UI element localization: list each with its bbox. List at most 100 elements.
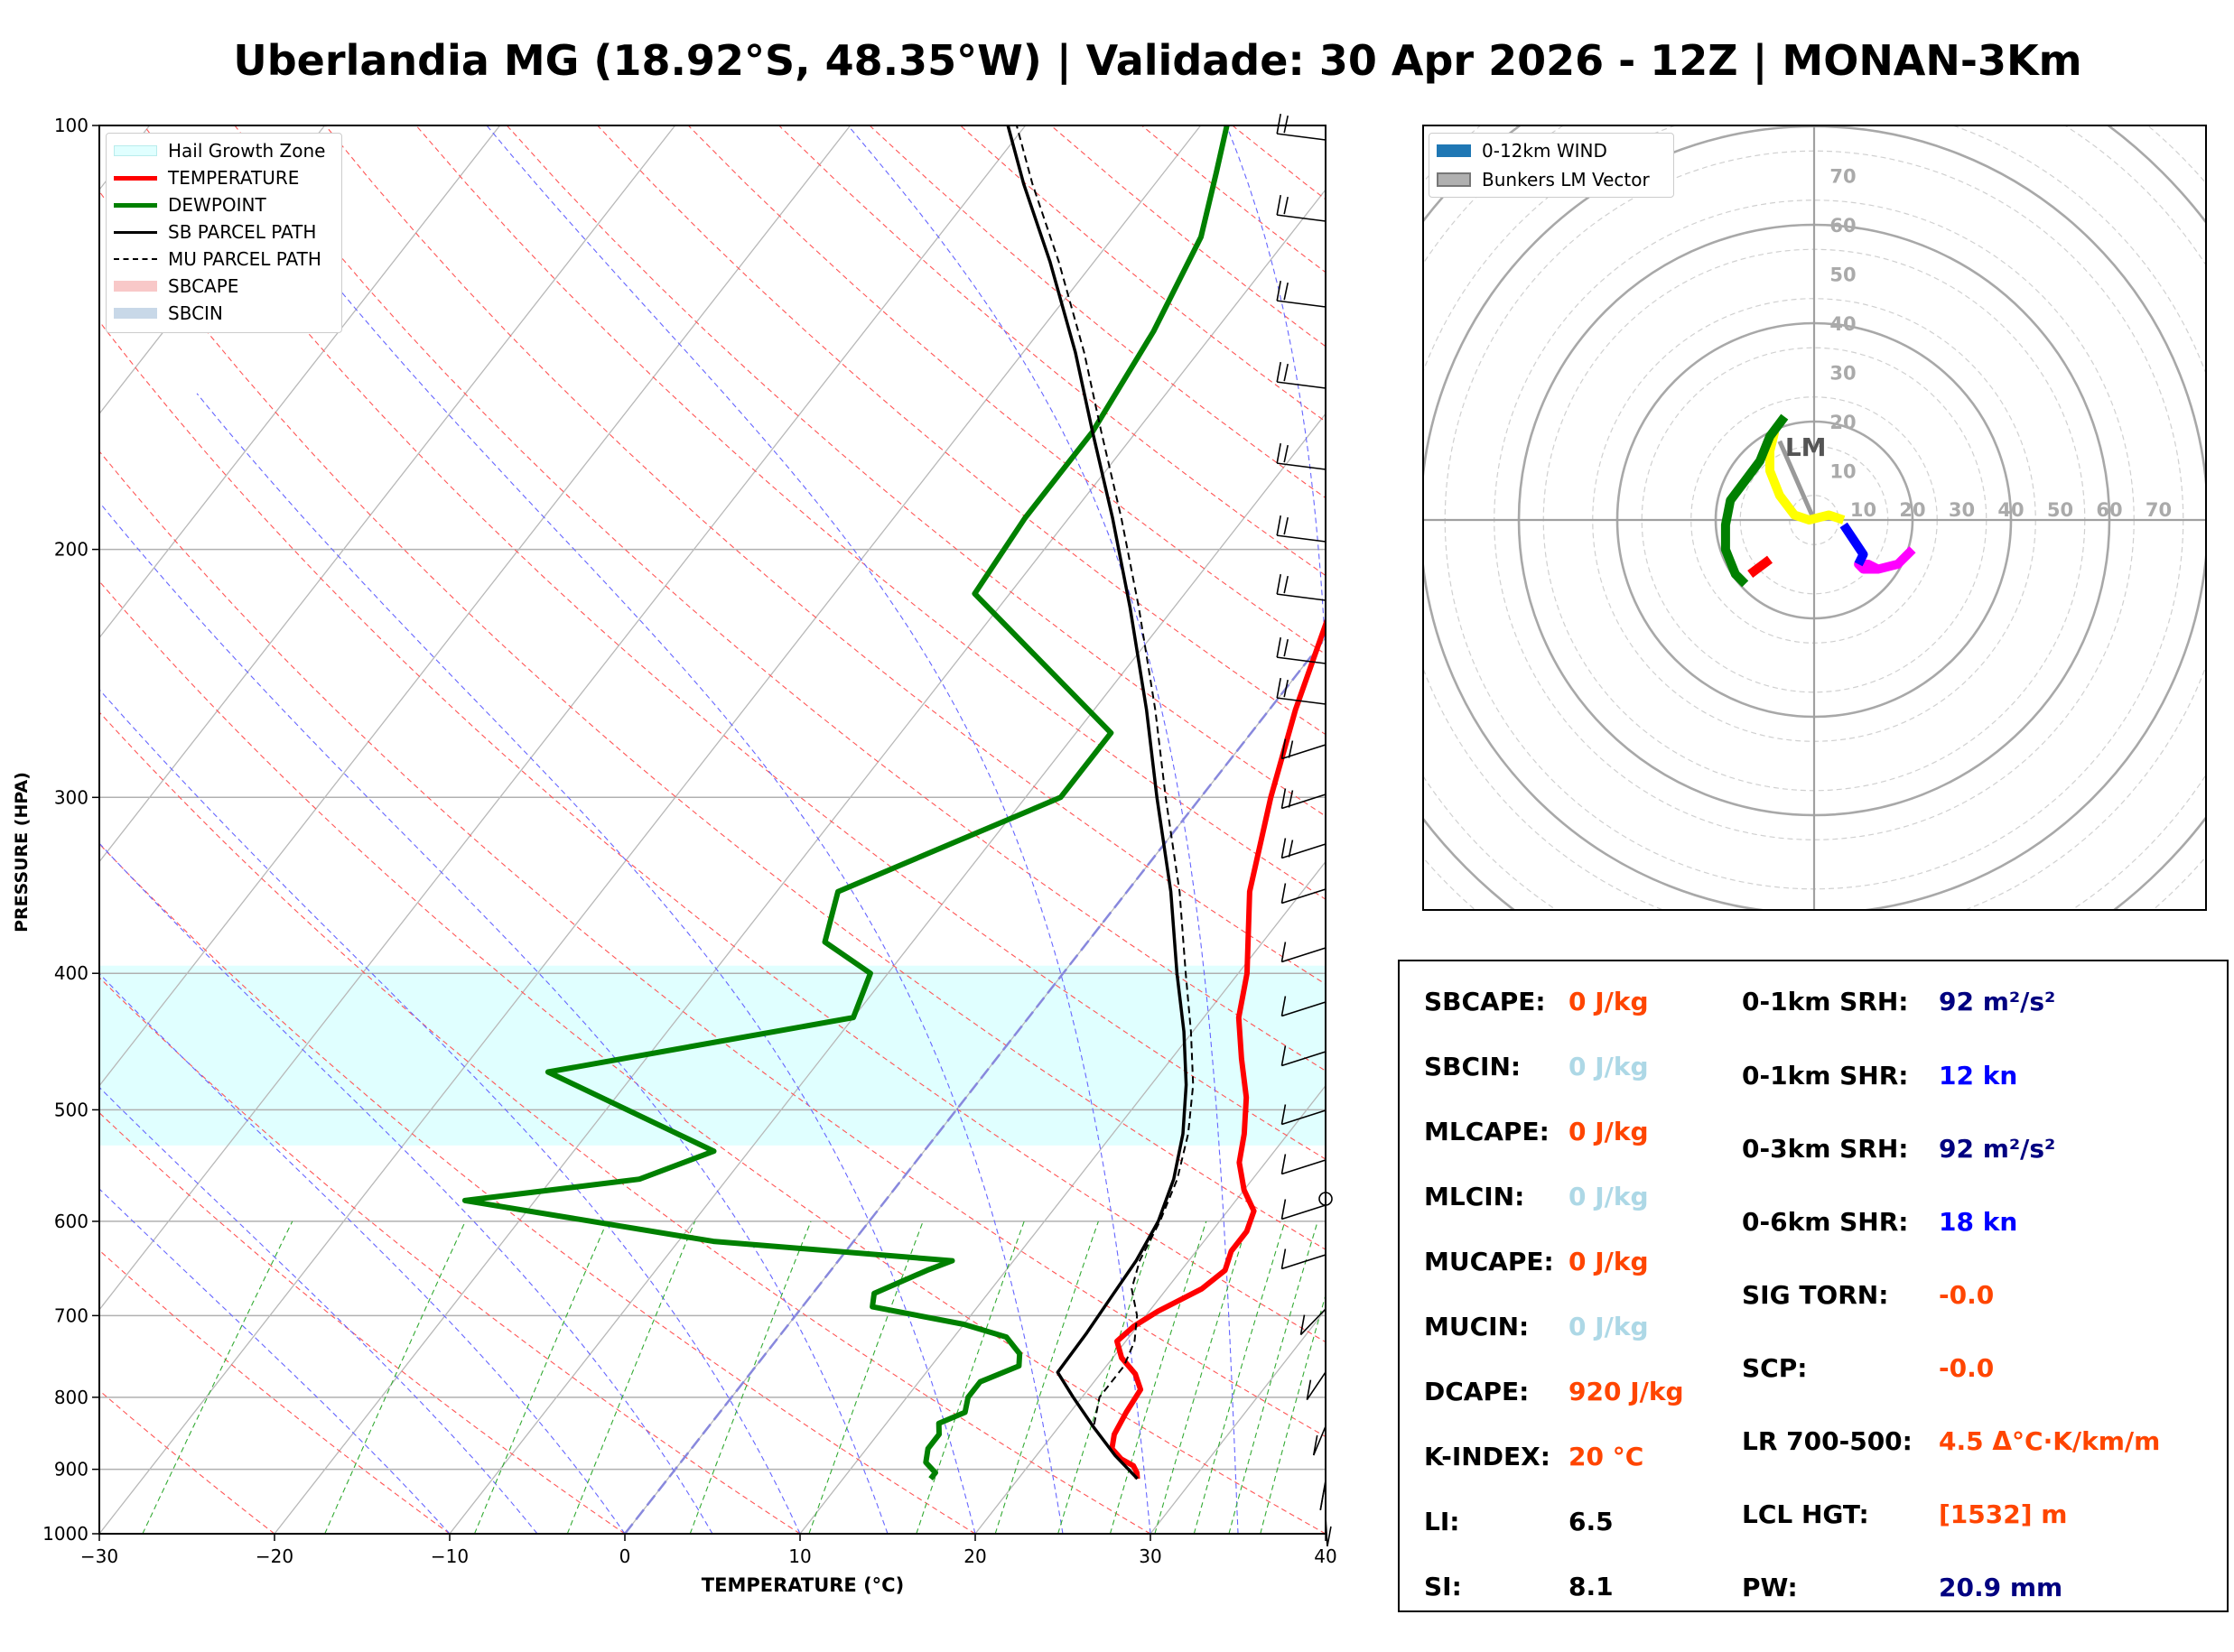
wind-barb	[1280, 996, 1326, 1017]
legend-item-sbcin: SBCIN	[114, 302, 223, 325]
lr-value: 4.5 Δ°C·K/km/m	[1939, 1426, 2161, 1456]
mucape-label: MUCAPE:	[1424, 1247, 1554, 1276]
mixing-ratio-line	[689, 1220, 812, 1534]
parameters-panel: SBCAPE: 0 J/kg SBCIN: 0 J/kg MLCAPE: 0 J…	[1398, 960, 2229, 1612]
legend-item-sbcape: SBCAPE	[114, 274, 238, 298]
bunkers-lm-vector	[1777, 440, 1817, 522]
wind-barb	[1276, 280, 1326, 308]
mlcin-label: MLCIN:	[1424, 1182, 1525, 1211]
barb-staff	[1277, 462, 1326, 470]
temperature-line	[1109, 616, 1326, 1480]
y-tick-label: 300	[54, 786, 88, 808]
x-axis-label: TEMPERATURE (°C)	[702, 1574, 904, 1596]
barb-staff	[1281, 947, 1326, 963]
wind-barb	[1280, 788, 1326, 810]
dry-adiabat	[99, 320, 1326, 1343]
srh03-value: 92 m²/s²	[1939, 1134, 2056, 1164]
hail-growth-zone	[99, 965, 1326, 1146]
li-value: 6.5	[1568, 1507, 1614, 1536]
barb-flag	[1276, 280, 1281, 302]
legend-item-wind: 0-12km WIND	[1437, 139, 1607, 162]
isotherm-line	[974, 1084, 1326, 1534]
barb-flag	[1280, 1045, 1287, 1066]
srh01-value: 92 m²/s²	[1939, 987, 2056, 1016]
wind-barb	[1276, 361, 1326, 389]
barb-flag	[1306, 1379, 1312, 1400]
shr01-label: 0-1km SHR:	[1742, 1061, 1909, 1091]
hodo-ring-label: 10	[1829, 461, 1856, 483]
isotherm-line	[274, 189, 1326, 1534]
pw-label: PW:	[1742, 1573, 1798, 1602]
isotherm-line	[449, 413, 1326, 1534]
wind-barb	[1280, 838, 1326, 859]
hodograph-legend: 0-12km WIND Bunkers LM Vector	[1429, 133, 1674, 198]
y-tick-label: 700	[54, 1304, 88, 1326]
bunkers-lm-label: LM	[1785, 432, 1827, 462]
x-tick-label: −20	[256, 1545, 293, 1567]
x-tick-label: 40	[1314, 1545, 1336, 1567]
barb-flag	[1288, 740, 1294, 758]
moist-adiabat	[486, 125, 1151, 1534]
wind-barb	[1319, 1480, 1326, 1510]
x-tick-label: 20	[963, 1545, 986, 1567]
legend-item-mu-parcel: MU PARCEL PATH	[114, 247, 321, 271]
wind-barb	[1306, 1371, 1326, 1401]
x-tick-label: −10	[431, 1545, 469, 1567]
mixing-ratio-line	[1193, 1220, 1286, 1534]
mucin-label: MUCIN:	[1424, 1312, 1530, 1341]
isotherm-line	[799, 860, 1326, 1534]
barb-flag	[1280, 788, 1287, 809]
isotherm-line	[99, 125, 676, 863]
dry-adiabat	[99, 190, 1326, 1250]
barb-staff	[1325, 1516, 1328, 1547]
barb-flag	[1283, 282, 1289, 301]
dry-adiabat	[144, 125, 1326, 1160]
moist-adiabat	[99, 501, 889, 1534]
barb-staff	[1277, 656, 1326, 664]
sb-parcel-path-line	[1006, 125, 1188, 1480]
moist-adiabat	[196, 393, 976, 1534]
dry-adiabat	[99, 1389, 275, 1534]
y-axis-label: PRESSURE (HPA)	[12, 772, 32, 933]
hodo-ring-label: 40	[1997, 499, 2024, 521]
moist-adiabat	[99, 688, 801, 1534]
legend-item-sb-parcel: SB PARCEL PATH	[114, 220, 316, 244]
scp-value: -0.0	[1939, 1353, 1995, 1383]
wind-barb	[1276, 515, 1326, 543]
wind-barbs	[1276, 113, 1332, 1547]
barb-flag	[1280, 1199, 1287, 1220]
barb-staff	[1277, 381, 1326, 389]
shr01-value: 12 kn	[1939, 1061, 2018, 1091]
barb-flag	[1283, 196, 1289, 215]
dry-adiabat	[234, 125, 1326, 1072]
legend-item-hgz: Hail Growth Zone	[114, 139, 325, 162]
bunkers-swatch	[1437, 172, 1471, 187]
y-tick-label: 600	[54, 1211, 88, 1232]
moist-adiabat	[295, 237, 1064, 1534]
barb-flag	[1276, 361, 1281, 383]
chart-title: Uberlandia MG (18.92°S, 48.35°W) | Valid…	[233, 36, 2082, 85]
hodo-ring-label: 50	[2047, 499, 2073, 521]
mu-parcel-line-swatch	[114, 258, 157, 260]
wind-barb	[1276, 573, 1326, 601]
sigtorn-value: -0.0	[1939, 1280, 1995, 1310]
barb-flag	[1288, 840, 1294, 858]
barb-flag	[1276, 194, 1281, 216]
mlcape-label: MLCAPE:	[1424, 1117, 1550, 1146]
wind-barb	[1280, 1248, 1326, 1270]
dry-adiabat	[99, 843, 976, 1534]
hodo-ring-label: 60	[1829, 215, 1856, 237]
hodo-ring-label: 70	[1829, 166, 1856, 188]
hodo-ring-label: 30	[1949, 499, 1975, 521]
barb-flag	[1276, 573, 1281, 595]
calm-wind-marker	[1318, 1192, 1333, 1206]
kindex-label: K-INDEX:	[1424, 1442, 1550, 1471]
isotherm-line	[99, 125, 852, 1087]
li-label: LI:	[1424, 1507, 1460, 1536]
isotherm-line	[99, 125, 1027, 1311]
barb-staff	[1281, 1109, 1326, 1126]
dcape-label: DCAPE:	[1424, 1377, 1530, 1406]
barb-flag	[1326, 1526, 1332, 1547]
